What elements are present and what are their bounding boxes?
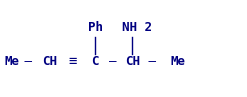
Text: ≡: ≡: [69, 54, 77, 68]
Text: —: —: [141, 55, 163, 68]
Text: CH: CH: [125, 55, 140, 68]
Text: C: C: [91, 55, 99, 68]
Text: —: —: [109, 55, 116, 68]
Text: —: —: [17, 55, 40, 68]
Text: Me: Me: [170, 55, 185, 68]
Text: Me: Me: [5, 55, 20, 68]
Text: NH 2: NH 2: [122, 21, 152, 34]
Text: Ph: Ph: [88, 21, 103, 34]
Text: CH: CH: [42, 55, 57, 68]
